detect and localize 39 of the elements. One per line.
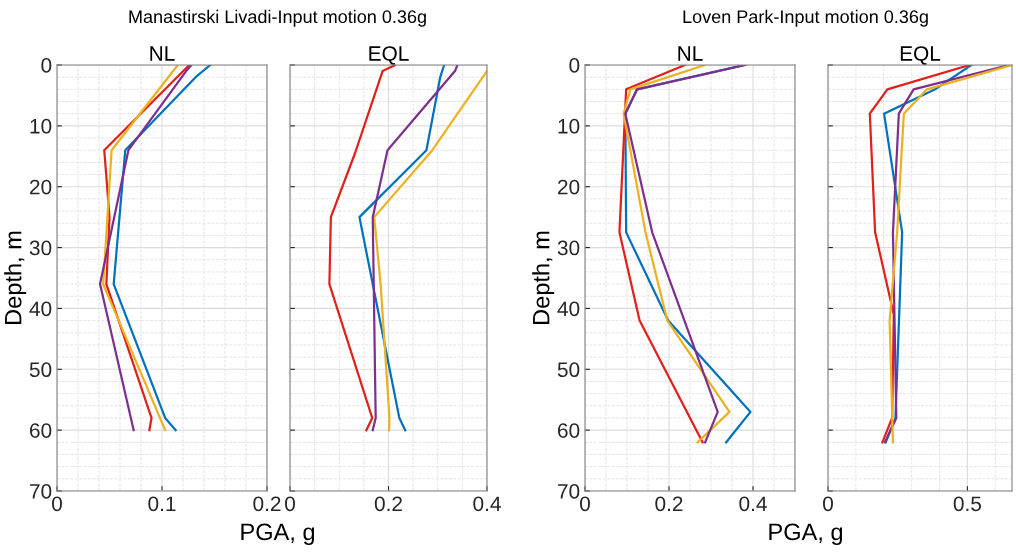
x-tick-label: 0 bbox=[823, 496, 833, 512]
x-tick-label: 0.4 bbox=[473, 496, 501, 512]
y-tick-label: 60 bbox=[558, 423, 580, 438]
y-tick-label: 70 bbox=[30, 484, 52, 499]
x-tick-label: 0.5 bbox=[953, 496, 981, 512]
x-tick-label: 0 bbox=[580, 496, 590, 512]
y-tick-label: 30 bbox=[29, 240, 52, 256]
chart-title: NL bbox=[678, 46, 703, 61]
chart-title: EQL bbox=[900, 46, 941, 65]
x-tick-label: 0.2 bbox=[253, 496, 281, 512]
x-tick-label: 0.2 bbox=[374, 496, 402, 512]
y-tick-label: 20 bbox=[558, 179, 580, 195]
y-tick-label: 40 bbox=[557, 301, 580, 317]
text: Manastirski Livadi-Input motion 0.36g bbox=[129, 9, 426, 27]
y-axis-title: Depth, m bbox=[532, 231, 555, 324]
y-tick-label: 70 bbox=[558, 484, 580, 499]
y-tick-label: 10 bbox=[558, 118, 580, 134]
chart-title: NL bbox=[150, 46, 175, 61]
x-tick-label: 0.2 bbox=[655, 496, 683, 512]
line-series bbox=[618, 65, 704, 444]
y-tick-label: 0 bbox=[569, 58, 580, 73]
x-tick-label: 0 bbox=[52, 496, 62, 512]
y-tick-label: 50 bbox=[29, 362, 52, 378]
y-tick-label: 60 bbox=[30, 423, 52, 438]
chart-title: EQL bbox=[369, 46, 409, 65]
y-tick-label: 50 bbox=[557, 362, 580, 378]
x-tick-label: 0.1 bbox=[148, 496, 176, 512]
y-tick-label: 20 bbox=[30, 179, 52, 195]
x-tick-label: 0 bbox=[285, 496, 295, 512]
y-tick-label: 30 bbox=[557, 240, 580, 256]
x-tick-label: 0.4 bbox=[739, 496, 767, 512]
line-series bbox=[112, 65, 212, 432]
x-axis-title: PGA, g bbox=[241, 523, 315, 545]
y-tick-label: 0 bbox=[41, 58, 52, 73]
y-tick-label: 10 bbox=[30, 118, 52, 134]
y-axis-title: Depth, m bbox=[4, 231, 27, 324]
x-axis-title: PGA, g bbox=[769, 523, 843, 545]
y-tick-label: 40 bbox=[29, 301, 52, 317]
text: Loven Park-Input motion 0.36g bbox=[683, 9, 928, 27]
